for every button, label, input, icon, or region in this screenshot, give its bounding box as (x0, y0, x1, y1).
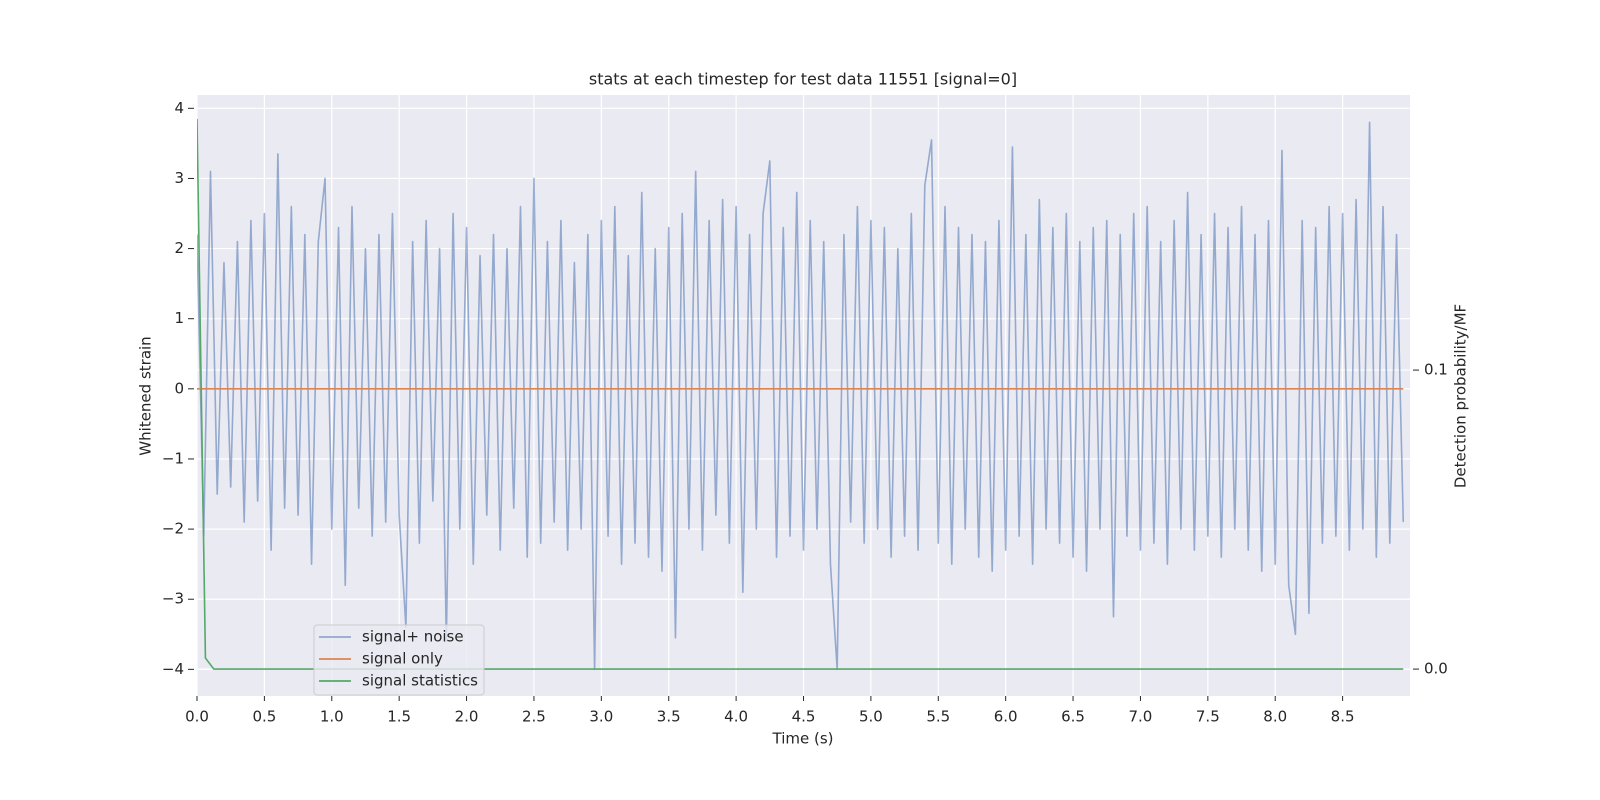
axes: 0.0 0.5 1.0 1.5 2.0 2.5 3.0 3.5 4.0 4.5 5.0 5.5 6.0 6… (162, 99, 1448, 726)
x-axis-label: Time (s) (772, 730, 834, 748)
x-tick-label: 3.0 (589, 708, 613, 726)
x-tick-label: 7.5 (1196, 708, 1220, 726)
chart-title: stats at each timestep for test data 115… (589, 70, 1017, 89)
x-tick-label: 2.0 (455, 708, 479, 726)
x-tick-label: 8.5 (1331, 708, 1355, 726)
y-tick-label: −4 (162, 660, 184, 678)
x-tick-label: 1.0 (320, 708, 344, 726)
x-tick-label: 0.5 (252, 708, 276, 726)
series-line (197, 121, 1405, 671)
legend-label: signal only (362, 650, 443, 668)
y-tick-label: −1 (162, 449, 184, 467)
x-tick-label: 5.0 (859, 708, 883, 726)
x-tick-label: 4.0 (724, 708, 748, 726)
legend-box (313, 624, 485, 696)
x-tick-label: 5.5 (926, 708, 950, 726)
y2-tick-label: 0.0 (1424, 660, 1448, 678)
y2-axis-label: Detection probability/MF (1452, 304, 1470, 488)
y-tick-label: 0 (174, 379, 184, 397)
y-tick-label: −3 (162, 590, 184, 608)
x-tick-label: 0.0 (185, 708, 209, 726)
x-tick-label: 2.5 (522, 708, 546, 726)
legend-label: signal+ noise (362, 628, 464, 646)
lines (197, 118, 1405, 671)
x-tick-label: 7.0 (1129, 708, 1153, 726)
legend-label: signal statistics (362, 672, 478, 690)
y-tick-label: −2 (162, 520, 184, 538)
x-tick-label: 6.5 (1061, 708, 1085, 726)
series-line (197, 118, 1404, 670)
y-tick-label: 3 (174, 169, 184, 187)
x-tick-label: 8.0 (1263, 708, 1287, 726)
y2-tick-label: 0.1 (1424, 361, 1448, 379)
x-tick-label: 3.5 (657, 708, 681, 726)
y-tick-label: 1 (174, 309, 184, 327)
legend: signal+ noise signal only signal statistic… (313, 624, 485, 696)
x-tick-label: 4.5 (792, 708, 816, 726)
y-tick-label: 4 (174, 99, 184, 117)
y-axis-label: Whitened strain (137, 336, 155, 455)
x-tick-label: 6.0 (994, 708, 1018, 726)
x-tick-label: 1.5 (387, 708, 411, 726)
y-tick-label: 2 (174, 239, 184, 257)
